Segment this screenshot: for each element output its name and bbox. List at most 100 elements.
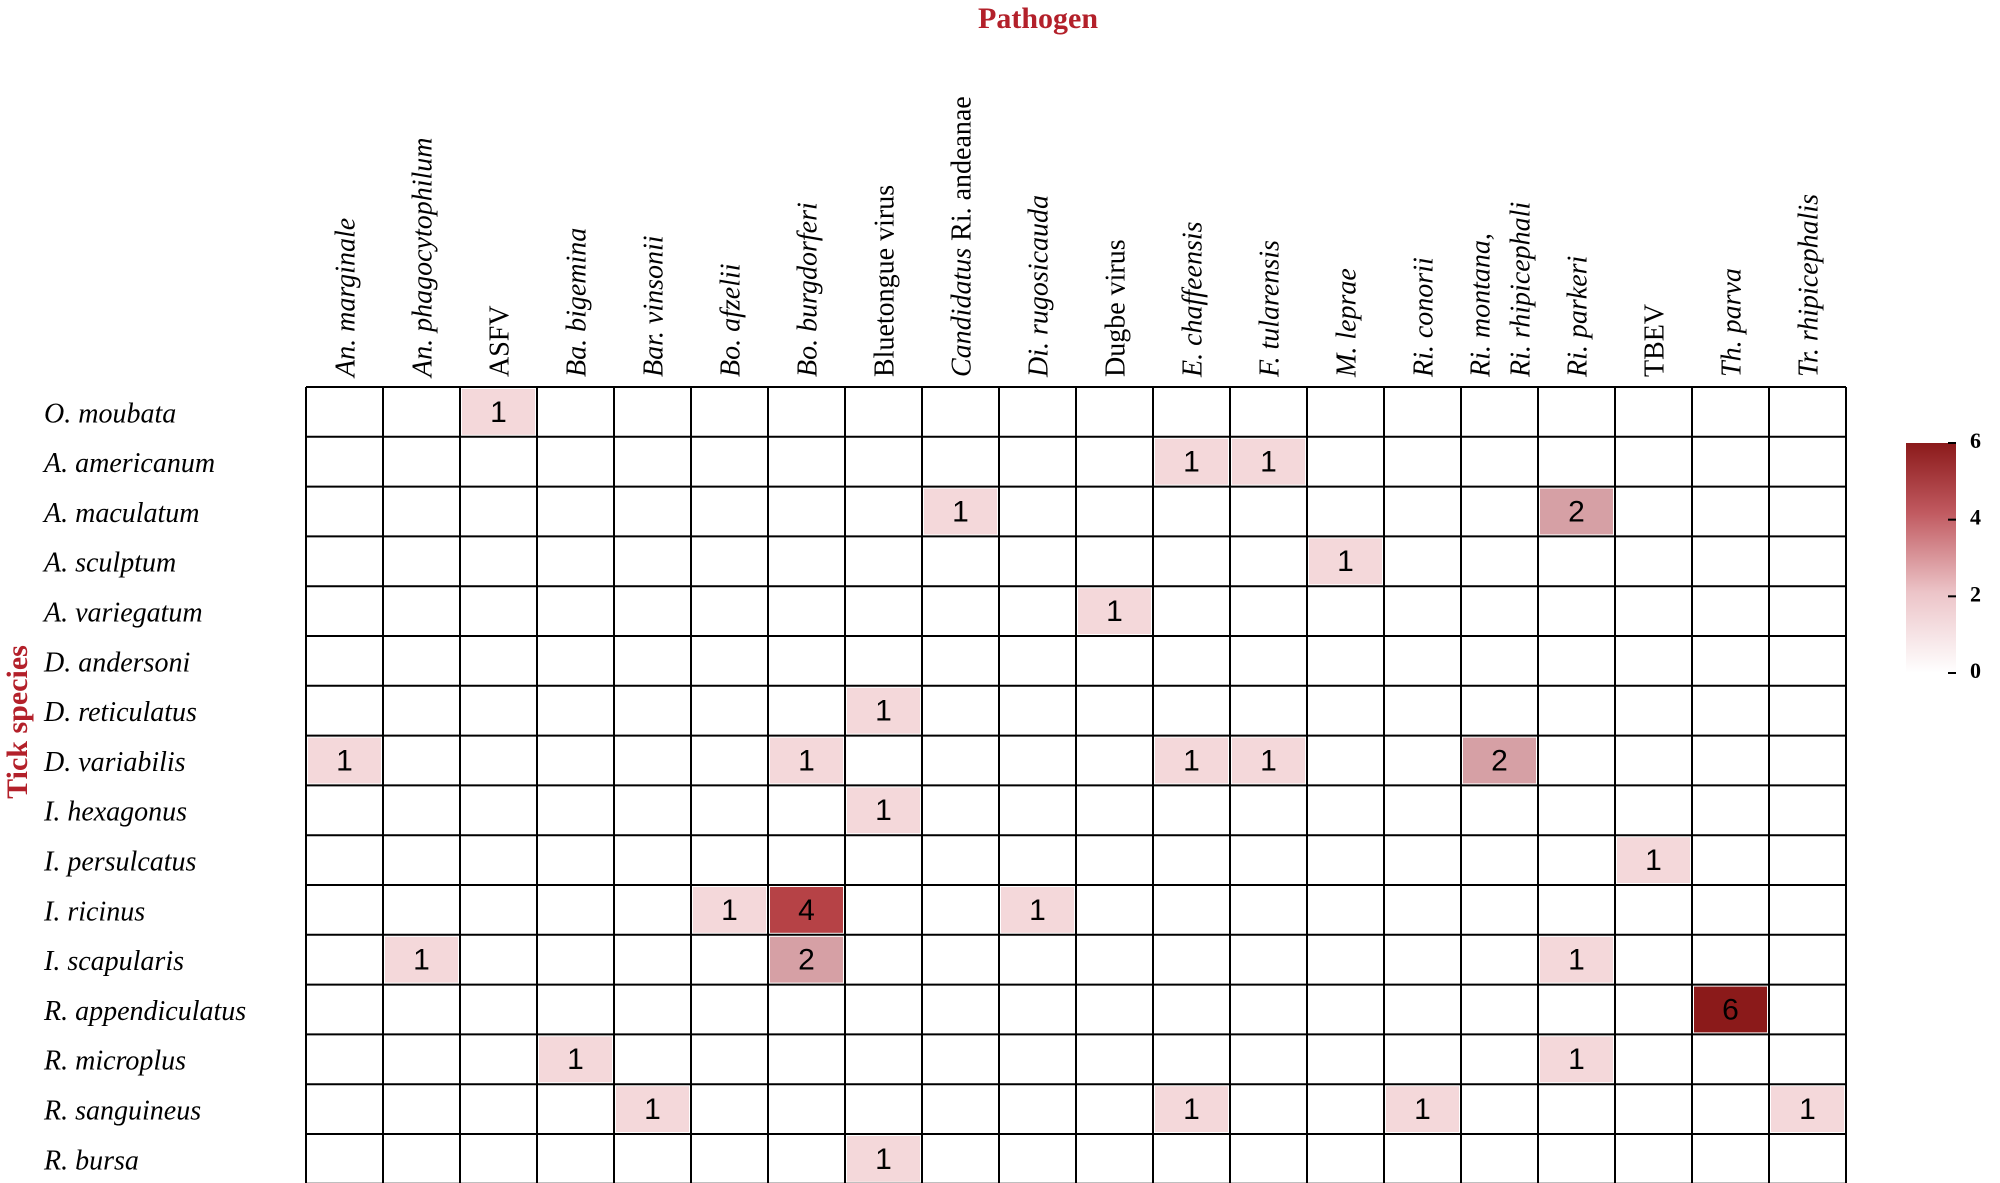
heatmap-cell — [1001, 887, 1074, 933]
row-labels: O. moubata A. americanum A. maculatum A. sc… — [42, 398, 246, 1176]
row-label: I. ricinus — [43, 896, 145, 927]
cell-value-label: 1 — [875, 695, 892, 728]
color-scale-tick-label: 0 — [1970, 658, 1981, 683]
x-axis-title: Pathogen — [978, 2, 1098, 35]
y-axis-title: Tick species — [1, 645, 34, 799]
color-scale-tick-label: 6 — [1970, 428, 1981, 453]
cell-value-label: 1 — [1183, 744, 1200, 777]
column-label: F. tularensis — [1255, 240, 1286, 378]
row-label: O. moubata — [44, 398, 176, 429]
cell-value-label: 1 — [1029, 894, 1046, 927]
cell-value-label: 4 — [798, 894, 815, 927]
row-label: D. reticulatus — [43, 697, 197, 728]
column-label: Bluetongue virus — [870, 185, 901, 377]
cell-value-label: 1 — [798, 744, 815, 777]
heatmap-cell — [693, 887, 766, 933]
heatmap-cell — [1155, 438, 1228, 485]
heatmap-cell — [770, 936, 843, 983]
cell-value-label: 1 — [1568, 1043, 1585, 1076]
cell-value-label: 1 — [952, 495, 969, 528]
heatmap-cell — [1078, 588, 1151, 634]
column-label: ASFV — [485, 305, 516, 377]
column-label: Ri. montana, — [1466, 233, 1497, 378]
grid-lines — [305, 386, 1847, 1183]
row-label: R. bursa — [43, 1145, 139, 1176]
column-label: Th. parva — [1717, 268, 1748, 377]
cell-value-label: 1 — [875, 1143, 892, 1176]
row-label: I. hexagonus — [43, 797, 187, 828]
row-label: I. scapularis — [43, 946, 184, 977]
heatmap-cell — [770, 887, 843, 933]
heatmap-cell — [385, 936, 458, 983]
row-label: R. sanguineus — [43, 1096, 201, 1127]
cell-value-label: 1 — [490, 396, 507, 429]
heatmap-cell — [1540, 1036, 1613, 1083]
heatmap-cell — [847, 1136, 920, 1182]
heatmap-cell — [462, 389, 535, 435]
cell-value-label: 1 — [1183, 1093, 1200, 1126]
cell-value-label: 2 — [798, 944, 815, 977]
heatmap-cell — [1386, 1086, 1459, 1132]
heatmap-cell — [924, 488, 997, 535]
column-label: E. chaffeensis — [1178, 221, 1209, 378]
column-label: M. leprae — [1332, 268, 1363, 378]
cell-value-label: 1 — [1106, 595, 1123, 628]
column-label: Bo. afzelii — [716, 263, 747, 377]
row-label: A. maculatum — [42, 498, 200, 529]
column-label: Tr. rhipicephalis — [1794, 194, 1825, 377]
row-label: D. variabilis — [43, 747, 186, 778]
color-scale-legend: 0 2 4 6 — [1906, 428, 1981, 683]
color-scale-bar — [1906, 443, 1956, 673]
cell-value-label: 1 — [1414, 1093, 1431, 1126]
column-labels: An. marginale An. phagocytophilum ASFV Ba. … — [331, 96, 1825, 379]
cell-value-label: 1 — [336, 744, 353, 777]
heatmap-cell — [1540, 936, 1613, 983]
heatmap-cell — [308, 737, 381, 784]
color-scale-tick-label: 4 — [1970, 505, 1981, 530]
heatmap-cell — [1694, 986, 1767, 1033]
heatmap-cell — [847, 687, 920, 734]
row-label: I. persulcatus — [43, 847, 197, 878]
row-label: A. sculptum — [42, 548, 176, 579]
row-label: R. microplus — [43, 1046, 186, 1077]
color-scale-tick-label: 2 — [1970, 581, 1981, 606]
column-label: Ri. conorii — [1409, 257, 1440, 378]
cell-value-label: 2 — [1568, 495, 1585, 528]
cell-value-label: 1 — [1183, 446, 1200, 479]
column-label: Dugbe virus — [1101, 239, 1132, 377]
heatmap-cell — [1155, 737, 1228, 784]
cell-value-label: 1 — [1260, 744, 1277, 777]
heatmap-cell — [1617, 837, 1690, 883]
heatmap-cell — [770, 737, 843, 784]
cell-value-label: 1 — [1337, 545, 1354, 578]
column-label: Bo. burgdorferi — [793, 202, 824, 377]
heatmap-cell — [616, 1086, 689, 1132]
column-label: Bar. vinsonii — [639, 235, 670, 377]
heatmap-cell — [847, 787, 920, 834]
column-label: Di. rugosicauda — [1024, 195, 1055, 378]
cell-value-label: 6 — [1722, 993, 1739, 1026]
column-label: Candidatus Ri. andeanae — [947, 96, 978, 377]
cell-value-label: 1 — [644, 1093, 661, 1126]
heatmap-cell — [1771, 1086, 1844, 1132]
heatmap-cell — [1155, 1086, 1228, 1132]
cell-value-label: 1 — [875, 794, 892, 827]
cell-value-label: 1 — [1645, 844, 1662, 877]
cell-value-label: 1 — [1260, 446, 1277, 479]
cell-value-label: 2 — [1491, 744, 1508, 777]
row-label: A. variegatum — [42, 598, 203, 629]
row-label: R. appendiculatus — [43, 996, 246, 1027]
row-label: A. americanum — [42, 448, 215, 479]
heatmap-cell — [1232, 438, 1305, 485]
cell-value-label: 1 — [413, 944, 430, 977]
heatmap-cell — [1309, 538, 1382, 585]
heatmap-cell — [539, 1036, 612, 1083]
heatmap-cell — [1463, 737, 1536, 784]
column-label: Ri. parkeri — [1563, 256, 1594, 378]
cell-value-label: 1 — [721, 894, 738, 927]
column-label: An. phagocytophilum — [408, 137, 439, 379]
heatmap-cell — [1232, 737, 1305, 784]
cell-value-label: 1 — [1799, 1093, 1816, 1126]
